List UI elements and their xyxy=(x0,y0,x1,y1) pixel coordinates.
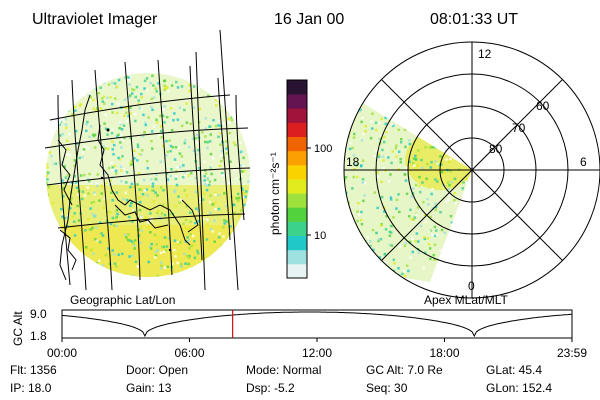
colorbar-label-100: 100 xyxy=(314,143,332,155)
status-panel: Flt: 1356 Door: Open Mode: Normal GC Alt… xyxy=(10,363,552,395)
lat-lon-grid xyxy=(44,29,251,291)
altitude-tick-1_8: 1.8 xyxy=(30,329,47,343)
app-title: Ultraviolet Imager xyxy=(32,11,158,28)
altitude-tick-9: 9.0 xyxy=(30,307,47,321)
colorbar-swatch xyxy=(287,249,307,265)
status-seq: Seq: 30 xyxy=(366,381,408,395)
colorbar-swatch xyxy=(287,108,307,123)
coastline xyxy=(57,94,199,281)
lat-label-80: 80 xyxy=(489,142,503,156)
status-flt: Flt: 1356 xyxy=(10,363,57,377)
time-tick-label: 00:00 xyxy=(47,346,77,360)
colorbar-swatch xyxy=(287,235,307,251)
status-gc-alt: GC Alt: 7.0 Re xyxy=(366,363,443,377)
colorbar-swatch xyxy=(287,80,307,95)
colorbar-swatch xyxy=(287,122,307,137)
geographic-panel-label: Geographic Lat/Lon xyxy=(70,293,175,307)
status-gain: Gain: 13 xyxy=(126,381,172,395)
lat-label-60: 60 xyxy=(536,99,550,113)
apex-panel-label: Apex MLat/MLT xyxy=(424,293,508,307)
time-tick-label: 06:00 xyxy=(174,346,204,360)
altitude-curve xyxy=(61,311,573,338)
date-label: 16 Jan 00 xyxy=(274,11,344,28)
status-mode: Mode: Normal xyxy=(246,363,321,377)
colorbar-swatch xyxy=(287,150,307,166)
colorbar-swatch xyxy=(287,136,307,152)
apex-polar-plot: 12 18 6 0 60 70 80 xyxy=(343,41,600,299)
geographic-globe-image xyxy=(44,29,251,291)
colorbar-label-10: 10 xyxy=(314,230,326,242)
altitude-plot: GC Alt 9.0 1.8 00:00 06:00 12:00 18:00 23:59 xyxy=(11,307,587,360)
status-ip: IP: 18.0 xyxy=(10,381,52,395)
colorbar-swatch xyxy=(287,179,307,194)
status-glat: GLat: 45.4 xyxy=(486,363,542,377)
colorbar-swatch xyxy=(287,164,307,180)
status-glon: GLon: 152.4 xyxy=(486,381,552,395)
lat-label-70: 70 xyxy=(512,121,526,135)
mlt-label-18: 18 xyxy=(346,155,360,169)
mlt-label-6: 6 xyxy=(580,155,587,169)
colorbar-swatch xyxy=(287,207,307,222)
altitude-axis-label: GC Alt xyxy=(11,311,25,346)
polar-grid xyxy=(343,41,600,299)
time-tick-label: 18:00 xyxy=(429,346,459,360)
time-tick-label: 12:00 xyxy=(302,346,332,360)
mlt-label-0: 0 xyxy=(468,279,475,293)
mlt-label-12: 12 xyxy=(478,47,492,61)
colorbar-swatch xyxy=(287,193,307,208)
status-dsp: Dsp: -5.2 xyxy=(246,381,295,395)
colorbar-swatch xyxy=(287,221,307,236)
status-door: Door: Open xyxy=(126,363,188,377)
time-label: 08:01:33 UT xyxy=(430,11,518,28)
time-tick-label: 23:59 xyxy=(557,346,587,360)
colorbar-swatch xyxy=(287,94,307,109)
colorbar-swatch xyxy=(287,263,307,279)
colorbar-unit-label: photon cm⁻²s⁻¹ xyxy=(268,152,282,235)
intensity-colorbar: 100 10 photon cm⁻²s⁻¹ xyxy=(268,79,332,279)
